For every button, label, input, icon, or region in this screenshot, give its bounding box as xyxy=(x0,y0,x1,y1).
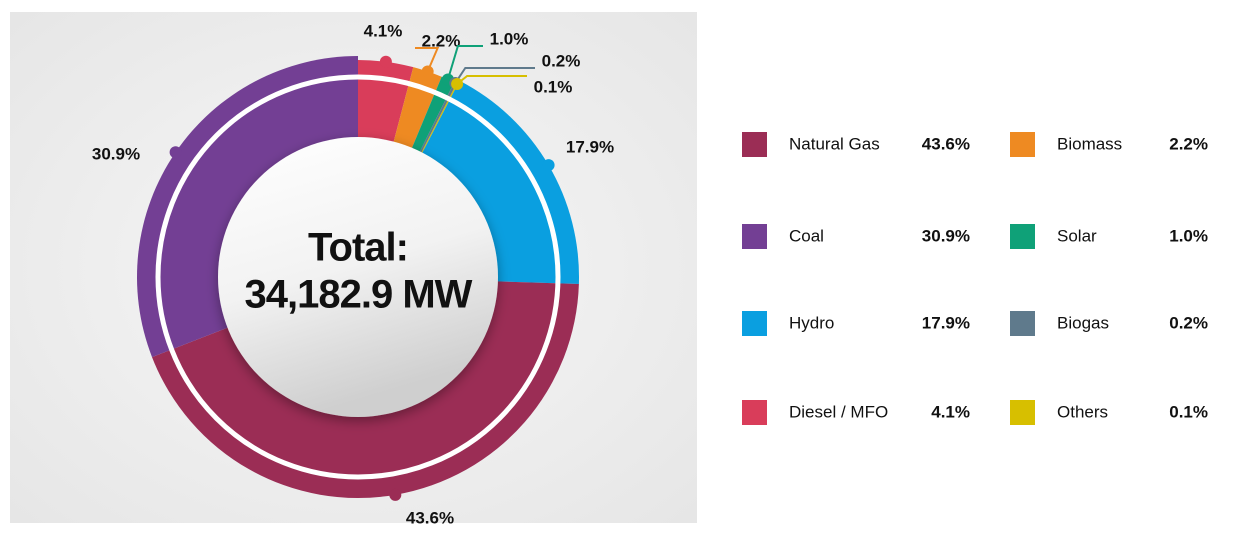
legend-swatch xyxy=(742,400,767,425)
legend: Diesel / MFO 4.1% Biomass 2.2% Solar 1.0% Biog… xyxy=(742,132,1208,425)
legend-swatch xyxy=(742,224,767,249)
legend-value: 0.2% xyxy=(1169,313,1208,332)
legend-value: 17.9% xyxy=(922,313,970,332)
legend-label: Hydro xyxy=(789,313,834,332)
data-label: 30.9% xyxy=(92,144,140,163)
legend-value: 0.1% xyxy=(1169,402,1208,421)
legend-value: 4.1% xyxy=(931,402,970,421)
data-label: 0.1% xyxy=(534,77,573,96)
label-dot xyxy=(542,159,555,172)
data-label: 2.2% xyxy=(422,31,461,50)
donut: Total:34,182.9 MW xyxy=(136,56,579,498)
separator-ring xyxy=(155,74,561,480)
legend-swatch xyxy=(1010,311,1035,336)
label-dot xyxy=(451,77,464,90)
legend-label: Natural Gas xyxy=(789,134,880,153)
legend-value: 1.0% xyxy=(1169,226,1208,245)
legend-label: Coal xyxy=(789,226,824,245)
legend-label: Biomass xyxy=(1057,134,1122,153)
center-hub xyxy=(218,137,498,417)
data-label: 17.9% xyxy=(566,137,614,156)
legend-value: 30.9% xyxy=(922,226,970,245)
legend-swatch xyxy=(1010,132,1035,157)
leader-line xyxy=(446,45,483,80)
legend-value: 2.2% xyxy=(1169,134,1208,153)
leader-line xyxy=(454,67,535,84)
legend-label: Others xyxy=(1057,402,1108,421)
label-dot xyxy=(379,55,392,68)
data-label: 1.0% xyxy=(490,29,529,48)
legend-swatch xyxy=(1010,400,1035,425)
legend-swatch xyxy=(1010,224,1035,249)
center-title: Total: xyxy=(308,226,408,270)
data-label: 4.1% xyxy=(364,21,403,40)
label-dot xyxy=(389,488,402,501)
legend-label: Diesel / MFO xyxy=(789,402,888,421)
legend-value: 43.6% xyxy=(922,134,970,153)
leader-line xyxy=(415,47,440,72)
legend-label: Solar xyxy=(1057,226,1097,245)
legend-swatch xyxy=(742,311,767,336)
data-labels: 4.1% 2.2% 1.0% 0.2% 0.1% 17.9% 43.6% 30.9% xyxy=(92,21,614,527)
legend-swatch xyxy=(742,132,767,157)
label-dot xyxy=(169,146,182,159)
legend-label: Biogas xyxy=(1057,313,1109,332)
data-label: 43.6% xyxy=(406,508,454,527)
data-label: 0.2% xyxy=(542,51,581,70)
center-value: 34,182.9 MW xyxy=(245,273,473,317)
label-dot xyxy=(421,65,434,78)
